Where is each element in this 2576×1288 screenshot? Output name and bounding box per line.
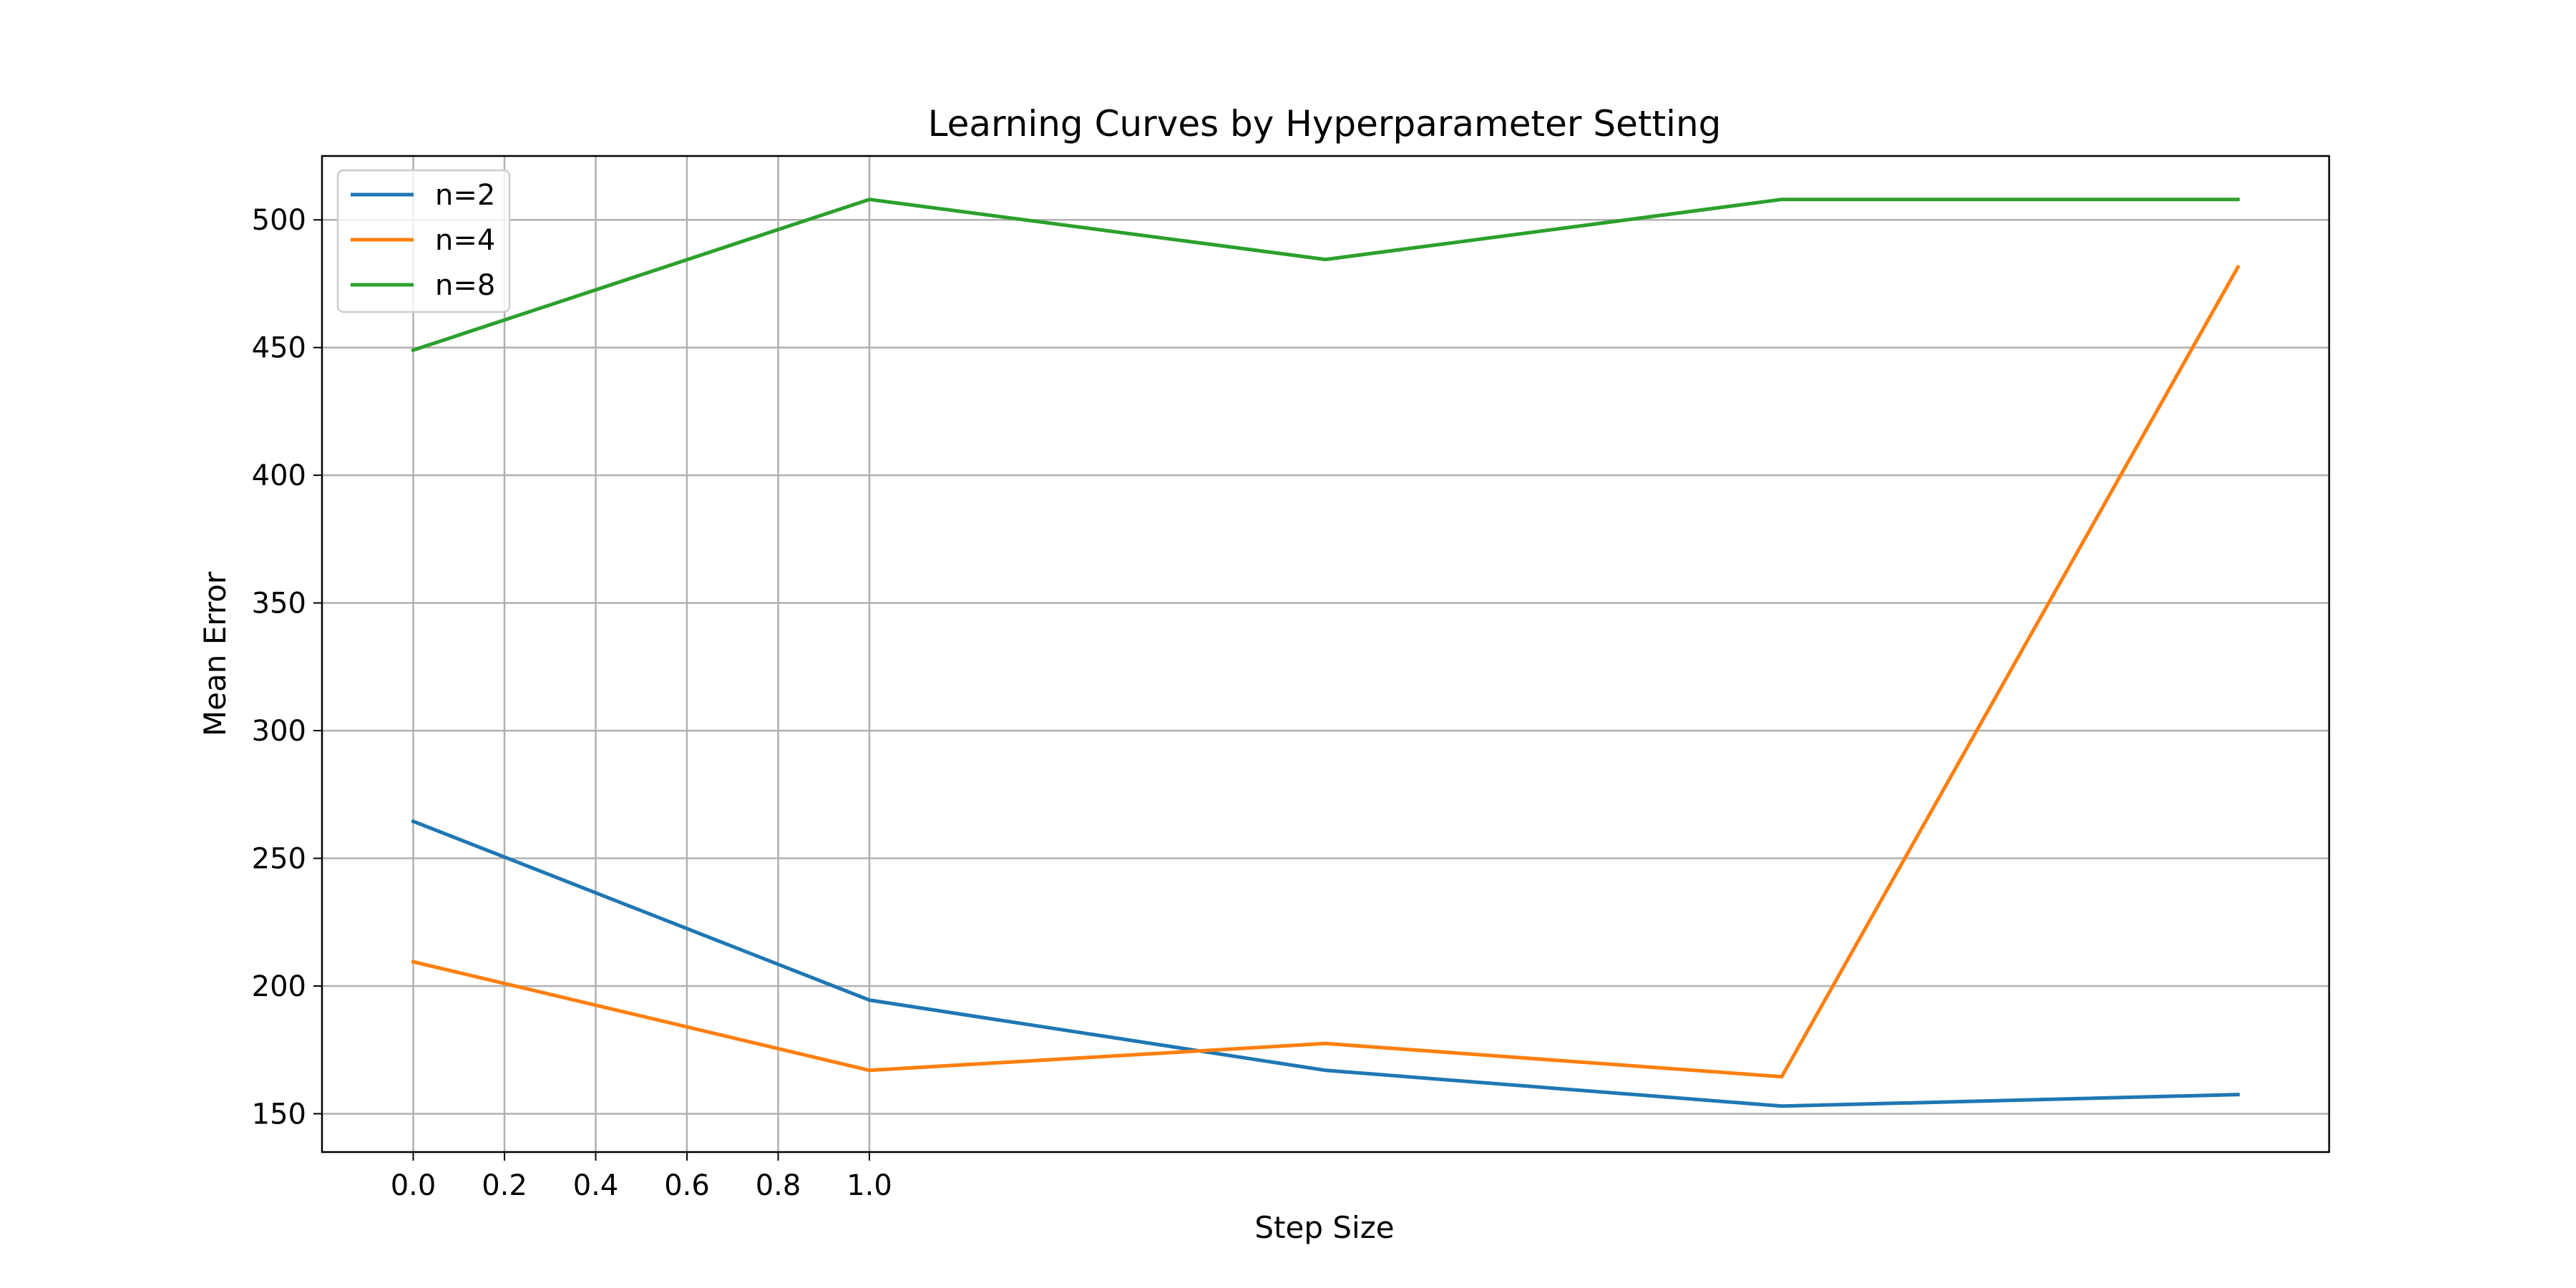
y-tick-label: 400: [252, 459, 306, 492]
legend-label: n=2: [435, 179, 495, 212]
y-tick-label: 350: [252, 587, 306, 620]
y-tick-label: 150: [252, 1098, 306, 1131]
y-axis: 150 200 250 300 350 400 450 500: [252, 204, 322, 1131]
x-axis: 0.0 0.2 0.4 0.6 0.8 1.0: [391, 1152, 892, 1202]
x-tick-label: 0.4: [573, 1169, 619, 1202]
series-line-n4: [411, 264, 2240, 1079]
y-tick-label: 450: [252, 332, 306, 365]
y-axis-label: Mean Error: [197, 571, 233, 736]
x-tick-label: 0.0: [391, 1169, 436, 1202]
x-tick-label: 1.0: [847, 1169, 892, 1202]
legend: n=2 n=4 n=8: [336, 169, 511, 313]
plot-area: [322, 156, 2329, 1152]
y-tick-label: 200: [252, 970, 306, 1003]
x-tick-label: 0.2: [482, 1169, 527, 1202]
series-lines: [411, 197, 2240, 1108]
series-line-n8: [411, 197, 2240, 353]
y-tick-label: 250: [252, 843, 306, 876]
y-tick-label: 300: [252, 715, 306, 748]
legend-items: n=2 n=4 n=8: [351, 179, 495, 302]
series-line-n2: [411, 819, 2240, 1108]
legend-label: n=4: [435, 224, 495, 257]
plot-frame: [321, 155, 2331, 1153]
grid: [322, 156, 2329, 1152]
x-tick-label: 0.8: [756, 1169, 801, 1202]
chart-title: Learning Curves by Hyperparameter Settin…: [928, 103, 1722, 145]
y-tick-label: 500: [252, 204, 306, 237]
x-tick-label: 0.6: [664, 1169, 710, 1202]
legend-box: [336, 169, 511, 313]
legend-label: n=8: [435, 269, 495, 302]
x-axis-label: Step Size: [1254, 1210, 1394, 1245]
